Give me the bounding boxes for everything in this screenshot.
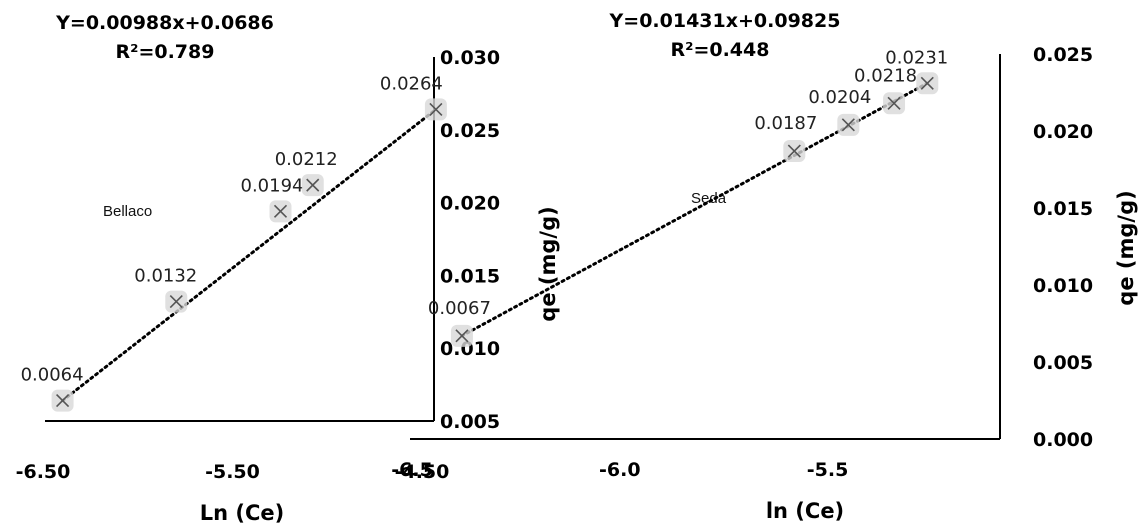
x-tick-label: -5.5 bbox=[807, 459, 849, 481]
data-point bbox=[450, 324, 473, 347]
data-point bbox=[269, 200, 292, 223]
data-label: 0.0231 bbox=[885, 47, 948, 68]
data-point bbox=[51, 389, 74, 412]
r-squared-label: R²=0.448 bbox=[671, 39, 770, 61]
data-point-marker bbox=[169, 295, 183, 309]
data-label: 0.0064 bbox=[21, 365, 84, 386]
data-label: 0.0067 bbox=[428, 298, 491, 319]
sample-annotation: Bellaco bbox=[103, 203, 152, 220]
y-tick-label: 0.005 bbox=[1033, 352, 1093, 374]
data-point-marker bbox=[429, 102, 443, 116]
y-tick-label: 0.025 bbox=[1033, 44, 1093, 66]
x-tick-label: -5.50 bbox=[205, 461, 260, 483]
data-label: 0.0132 bbox=[134, 266, 197, 287]
data-label: 0.0204 bbox=[808, 87, 871, 108]
regression-equation: Y=0.01431x+0.09825 bbox=[609, 10, 841, 32]
y-tick-label: 0.025 bbox=[440, 120, 500, 142]
data-label: 0.0212 bbox=[275, 149, 338, 170]
data-point bbox=[424, 98, 447, 121]
data-point bbox=[883, 92, 906, 115]
y-axis-title: qe (mg/g) bbox=[1114, 190, 1138, 305]
data-point-marker bbox=[841, 118, 855, 132]
data-point-marker bbox=[787, 144, 801, 158]
x-tick-label: -4.50 bbox=[395, 461, 450, 483]
data-point bbox=[916, 72, 939, 95]
data-point-marker bbox=[455, 329, 469, 343]
data-label: 0.0264 bbox=[380, 73, 443, 94]
data-point bbox=[165, 290, 188, 313]
x-axis-title: Ln (Ce) bbox=[200, 501, 285, 525]
r-squared-label: R²=0.789 bbox=[116, 41, 215, 63]
y-tick-label: 0.000 bbox=[1033, 429, 1093, 451]
y-tick-label: 0.005 bbox=[440, 411, 500, 433]
x-tick-label: -6.5 bbox=[391, 459, 433, 481]
data-label: 0.0218 bbox=[854, 65, 917, 86]
data-point bbox=[783, 140, 806, 163]
y-tick-label: 0.020 bbox=[1033, 121, 1093, 143]
data-point bbox=[837, 113, 860, 136]
data-point-marker bbox=[306, 178, 320, 192]
data-label: 0.0187 bbox=[754, 113, 817, 134]
y-axis-title: qe (mg/g) bbox=[536, 206, 560, 321]
y-tick-label: 0.015 bbox=[440, 265, 500, 287]
regression-equation: Y=0.00988x+0.0686 bbox=[55, 12, 274, 34]
y-tick-label: 0.030 bbox=[440, 47, 500, 69]
y-tick-label: 0.020 bbox=[440, 193, 500, 215]
data-label: 0.0194 bbox=[241, 175, 304, 196]
data-point bbox=[301, 174, 324, 197]
sample-annotation: Seda bbox=[691, 190, 727, 207]
x-tick-label: -6.50 bbox=[16, 461, 71, 483]
x-axis-title: ln (Ce) bbox=[766, 499, 844, 523]
data-point-marker bbox=[920, 76, 934, 90]
x-tick-label: -6.0 bbox=[599, 459, 641, 481]
data-point-marker bbox=[887, 96, 901, 110]
data-point-marker bbox=[56, 394, 70, 408]
y-tick-label: 0.015 bbox=[1033, 198, 1093, 220]
chart-panel-2: 0.000 0.005 0.010 0.015 0.020 0.025 -6.5 -6.0 -5… bbox=[391, 10, 1138, 523]
trendline bbox=[61, 107, 438, 403]
data-point-marker bbox=[273, 204, 288, 218]
y-tick-label: 0.010 bbox=[1033, 275, 1093, 297]
